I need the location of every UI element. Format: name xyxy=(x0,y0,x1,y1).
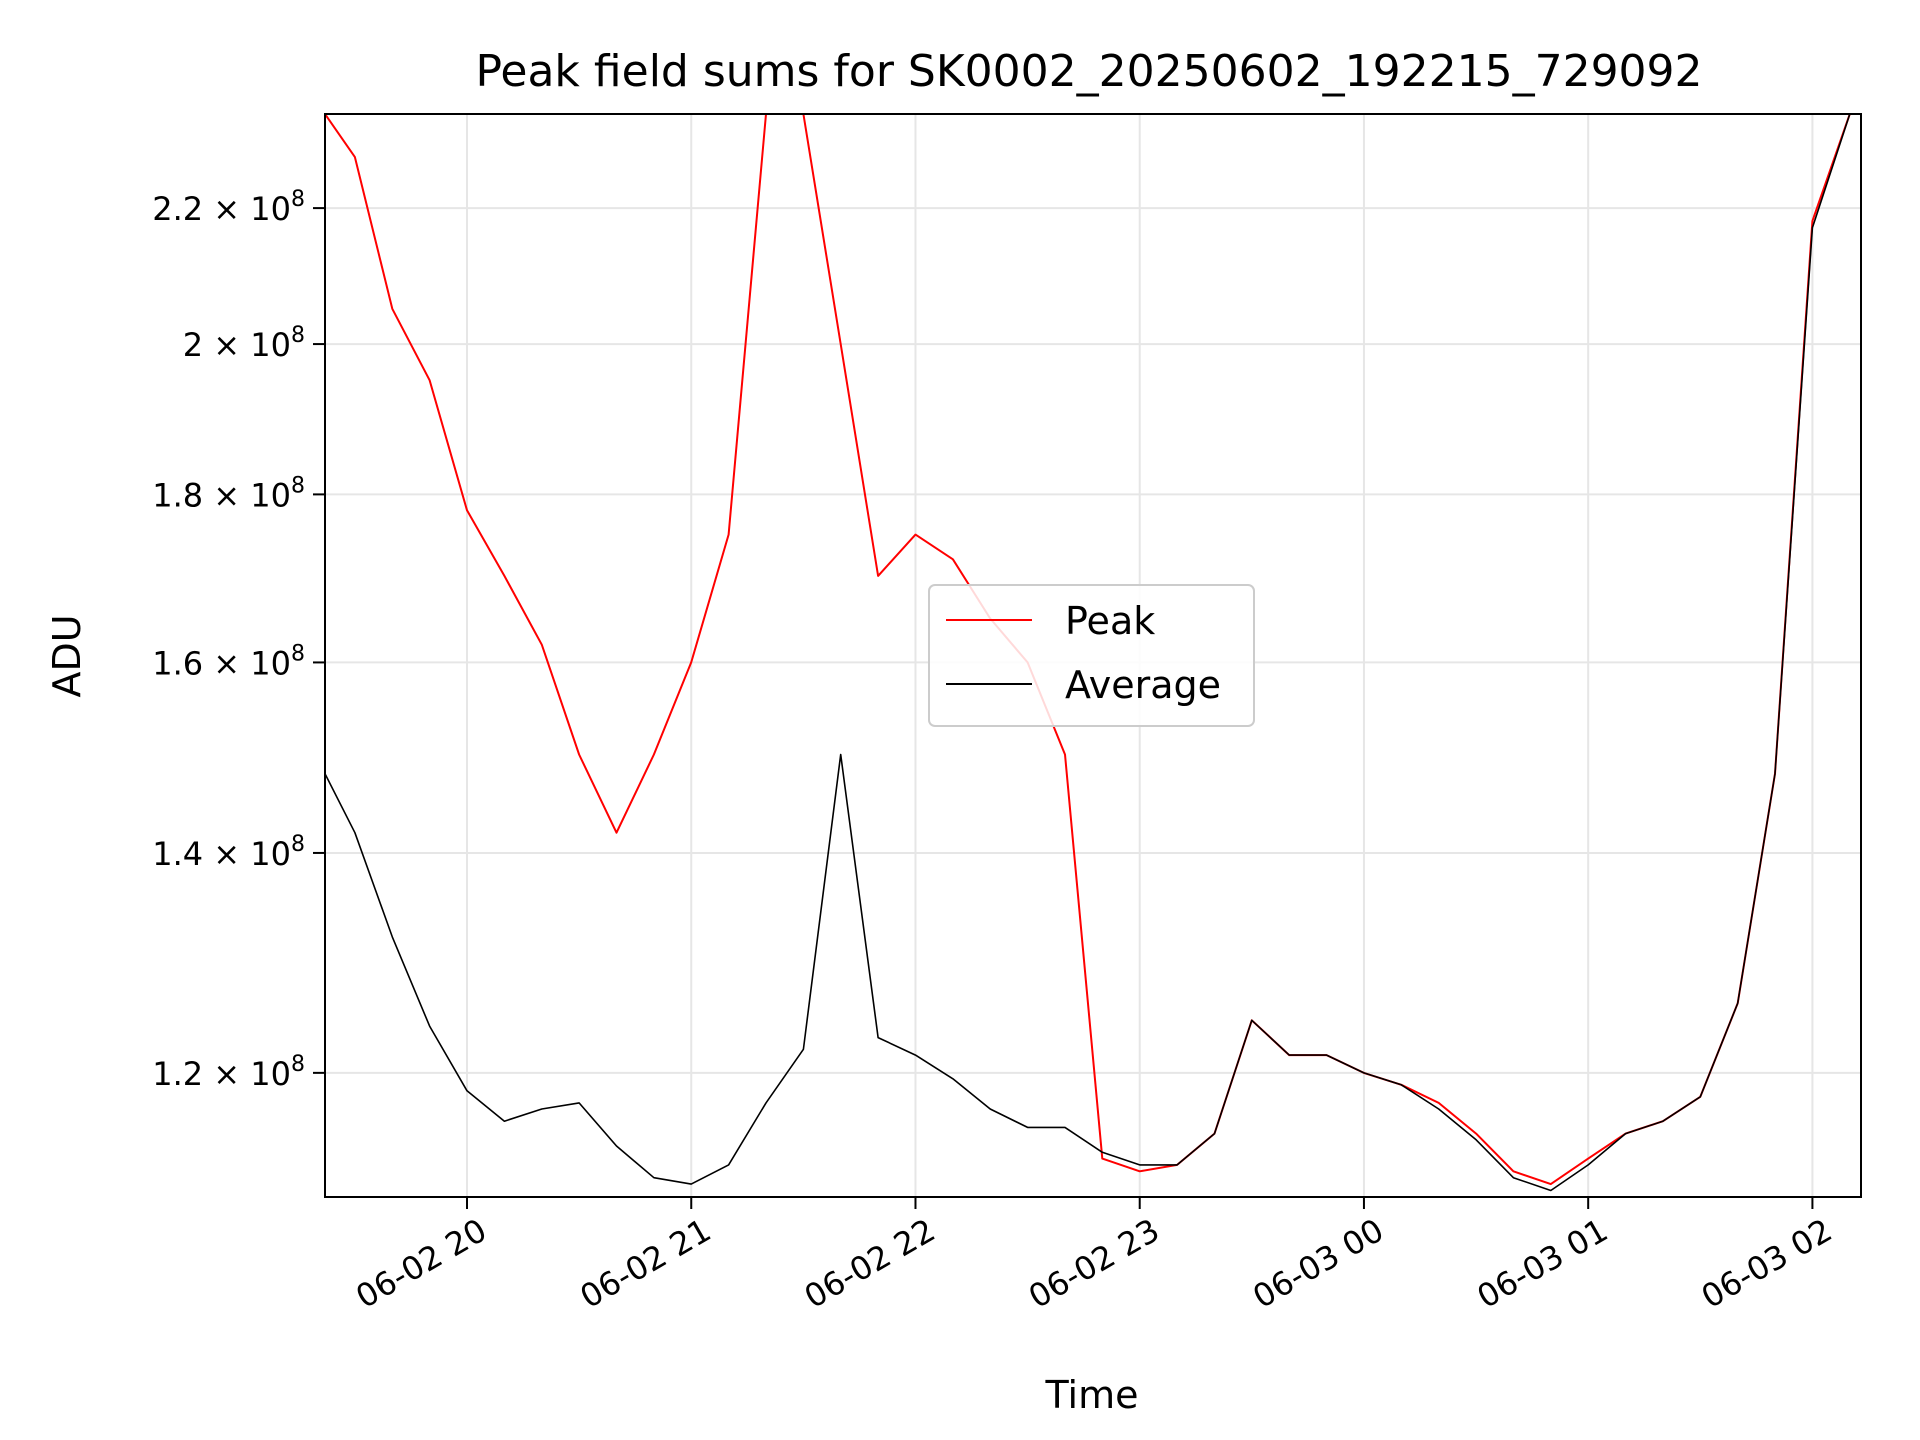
y-tick-label: 1.6 × 108 xyxy=(152,641,305,682)
legend-label-peak: Peak xyxy=(1065,599,1155,643)
plot-frame xyxy=(324,113,1862,1198)
y-tick-label: 1.4 × 108 xyxy=(152,832,305,873)
y-tick-mantissa: 2 × 10 xyxy=(183,326,291,364)
y-tick-mantissa: 1.4 × 10 xyxy=(152,835,291,873)
chart-title: Peak field sums for SK0002_20250602_1922… xyxy=(475,46,1702,97)
x-axis-label: Time xyxy=(1045,1373,1139,1417)
y-tick-mantissa: 1.6 × 10 xyxy=(152,644,291,682)
y-axis-label: ADU xyxy=(45,614,89,697)
legend-label-average: Average xyxy=(1065,663,1221,707)
series-line-peak xyxy=(325,114,1851,1186)
y-tick-label: 2.2 × 108 xyxy=(152,187,305,228)
y-tick-exponent: 8 xyxy=(291,473,305,498)
y-tick-label: 1.2 × 108 xyxy=(152,1052,305,1093)
series-line-average xyxy=(325,114,1851,1192)
y-tick-mantissa: 1.8 × 10 xyxy=(152,476,291,514)
y-tick-label: 2 × 108 xyxy=(183,323,305,364)
y-tick-mantissa: 1.2 × 10 xyxy=(152,1055,291,1093)
y-tick-label: 1.8 × 108 xyxy=(152,473,305,514)
legend: Peak Average xyxy=(928,584,1255,727)
y-tick-exponent: 8 xyxy=(291,1052,305,1077)
y-tick-exponent: 8 xyxy=(291,323,305,348)
y-tick-exponent: 8 xyxy=(291,187,305,212)
series-group xyxy=(325,114,1851,1192)
y-tick-exponent: 8 xyxy=(291,641,305,666)
y-tick-exponent: 8 xyxy=(291,832,305,857)
y-tick-mantissa: 2.2 × 10 xyxy=(152,190,291,228)
